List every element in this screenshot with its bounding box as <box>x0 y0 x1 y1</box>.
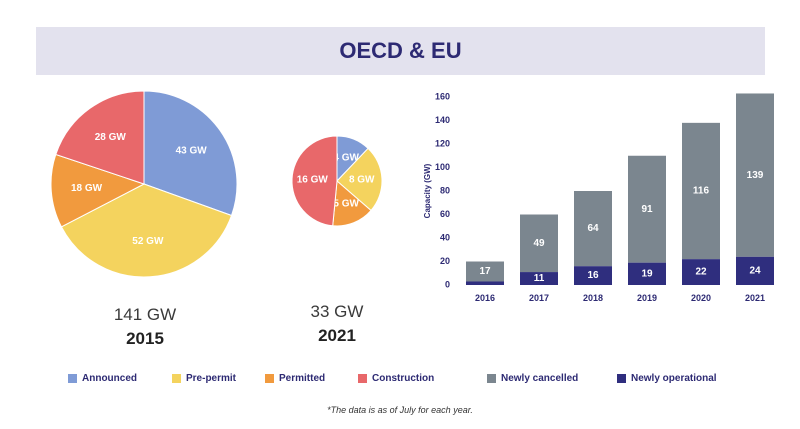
y-tick-label: 80 <box>440 185 450 195</box>
legend-item-announced: Announced <box>68 373 137 384</box>
x-tick-label: 2020 <box>691 293 711 303</box>
legend: Announced Pre-permit Permitted Construct… <box>0 373 800 387</box>
bar-label-newly-operational: 11 <box>534 273 545 284</box>
bar-newly-cancelled <box>520 214 558 273</box>
pie-slice-label: 5 GW <box>333 199 359 210</box>
footnote: *The data is as of July for each year. <box>327 405 473 415</box>
y-tick-label: 160 <box>435 91 450 101</box>
page-title: OECD & EU <box>339 38 462 63</box>
legend-item-newly-operational: Newly operational <box>617 373 717 384</box>
bar-label-newly-cancelled: 17 <box>479 266 491 277</box>
pie-slice-label: 18 GW <box>71 183 103 194</box>
pie-slice-announced <box>143 90 238 217</box>
bar-label-newly-cancelled: 91 <box>641 204 653 215</box>
pie-slice-label: 52 GW <box>132 236 164 247</box>
pie-total-2015: 141 GW <box>113 305 177 324</box>
y-tick-label: 120 <box>435 138 450 148</box>
legend-swatch-newly-cancelled <box>487 374 496 383</box>
pie-slice-pre-permit <box>336 147 383 212</box>
bar-newly-cancelled <box>466 261 504 282</box>
legend-swatch-construction <box>358 374 367 383</box>
bar-label-newly-operational: 24 <box>749 266 761 277</box>
legend-label: Permitted <box>279 373 326 384</box>
bar-label-newly-cancelled: 139 <box>747 170 764 181</box>
bar-newly-cancelled <box>682 122 720 260</box>
legend-label: Pre-permit <box>186 373 237 384</box>
bar-newly-cancelled <box>574 191 612 267</box>
pie-slice-label: 8 GW <box>349 174 375 185</box>
bar-newly-cancelled <box>628 155 666 263</box>
pie-slice-label: 28 GW <box>95 132 127 143</box>
title-banner: OECD & EU <box>36 27 765 75</box>
legend-label: Construction <box>372 373 435 384</box>
bar-chart: 0 20 40 60 80 100 120 140 160 Capacity (GW) 17 2016… <box>423 91 774 303</box>
legend-swatch-announced <box>68 374 77 383</box>
pie-slice-construction <box>55 90 145 185</box>
bar-label-newly-cancelled: 49 <box>533 238 545 249</box>
pie-slice-construction <box>291 135 338 227</box>
y-tick-label: 140 <box>435 115 450 125</box>
pie-slice-pre-permit <box>60 183 233 278</box>
pie-chart-2015: 43 GW 52 GW 18 GW 28 GW <box>50 90 238 278</box>
legend-swatch-permitted <box>265 374 274 383</box>
bar-label-newly-operational: 19 <box>641 268 653 279</box>
pie-slice-permitted <box>50 153 146 228</box>
bar-label-newly-cancelled: 64 <box>587 223 599 234</box>
bar-newly-operational <box>574 266 612 285</box>
x-tick-label: 2016 <box>475 293 495 303</box>
x-tick-label: 2021 <box>745 293 765 303</box>
pie-slice-label: 16 GW <box>297 174 329 185</box>
bar-newly-operational <box>466 281 504 285</box>
legend-label: Announced <box>82 373 137 384</box>
bar-newly-operational <box>736 256 774 285</box>
y-tick-label: 100 <box>435 162 450 172</box>
legend-item-construction: Construction <box>358 373 434 384</box>
y-tick-label: 0 <box>445 279 450 289</box>
x-tick-label: 2018 <box>583 293 603 303</box>
x-tick-label: 2019 <box>637 293 657 303</box>
bar-label-newly-cancelled: 116 <box>693 186 710 197</box>
pie-slice-label: 4 GW <box>333 153 359 164</box>
pie-year-2015: 2015 <box>126 329 164 348</box>
y-tick-label: 40 <box>440 232 450 242</box>
pie-year-2021: 2021 <box>318 326 356 345</box>
legend-swatch-newly-operational <box>617 374 626 383</box>
bar-newly-operational <box>682 259 720 285</box>
y-tick-label: 60 <box>440 209 450 219</box>
legend-item-pre-permit: Pre-permit <box>172 373 236 384</box>
pie-slice-label: 43 GW <box>176 145 208 156</box>
legend-label: Newly cancelled <box>501 373 579 384</box>
y-tick-label: 20 <box>440 256 450 266</box>
bar-label-newly-operational: 22 <box>695 267 707 278</box>
bar-label-newly-operational: 16 <box>587 270 599 281</box>
legend-item-permitted: Permitted <box>265 373 325 384</box>
legend-swatch-pre-permit <box>172 374 181 383</box>
legend-label: Newly operational <box>631 373 717 384</box>
pie-total-2021: 33 GW <box>310 302 364 321</box>
bar-newly-operational <box>520 272 558 285</box>
x-tick-label: 2017 <box>529 293 549 303</box>
bar-newly-operational <box>628 262 666 285</box>
bar-newly-cancelled <box>736 93 774 257</box>
pie-chart-2021: 4 GW 8 GW 5 GW 16 GW <box>291 135 383 227</box>
legend-item-newly-cancelled: Newly cancelled <box>487 373 578 384</box>
y-axis-label: Capacity (GW) <box>423 163 432 218</box>
